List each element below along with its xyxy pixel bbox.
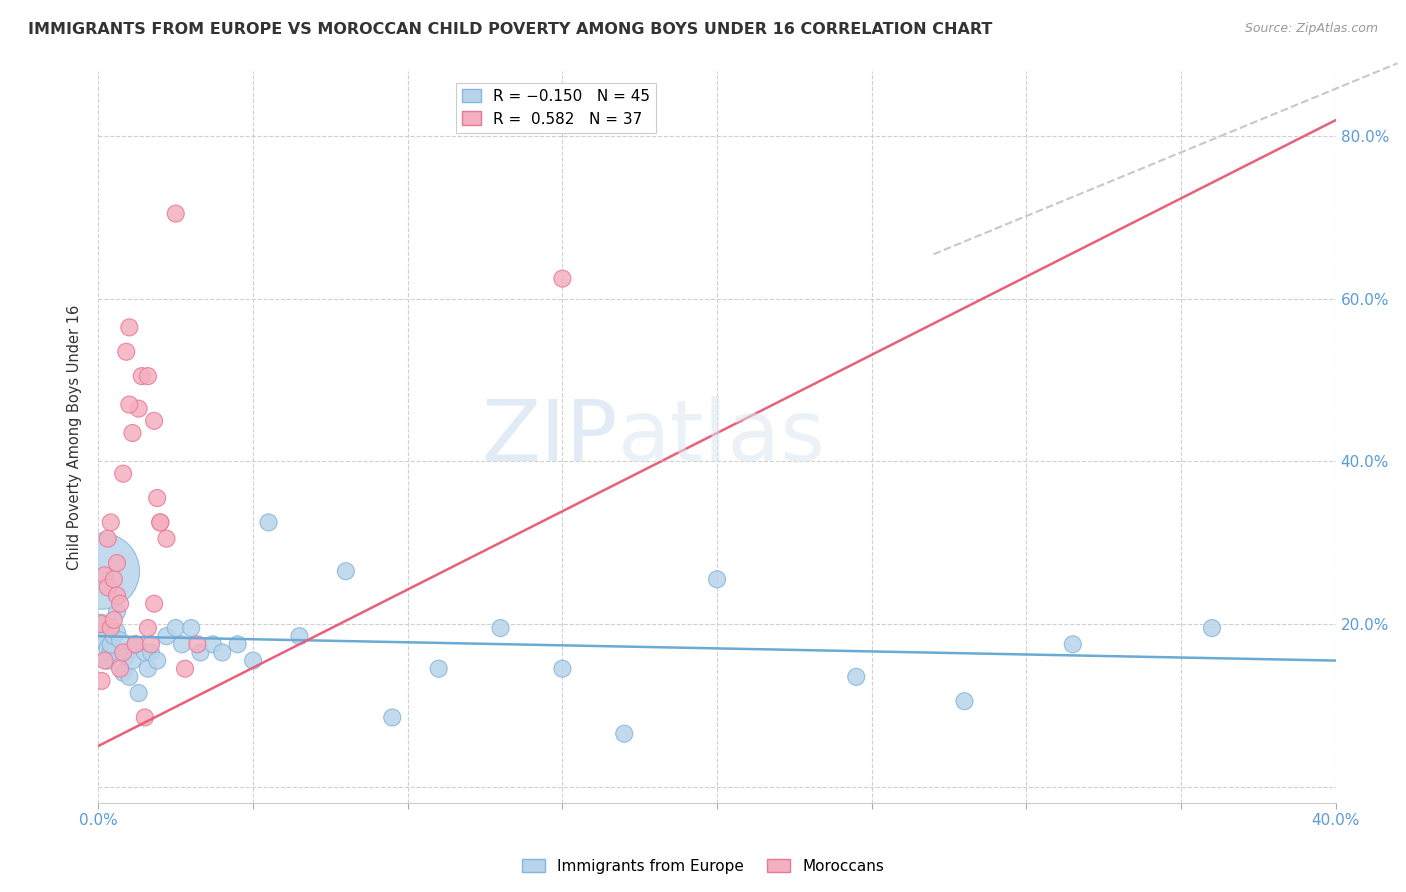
Point (335, 564, 357, 578)
Point (118, 398, 141, 412)
Text: IMMIGRANTS FROM EUROPE VS MOROCCAN CHILD POVERTY AMONG BOYS UNDER 16 CORRELATION: IMMIGRANTS FROM EUROPE VS MOROCCAN CHILD… (28, 22, 993, 37)
Point (427, 662, 450, 676)
Point (1201, 621, 1223, 635)
Point (108, 633, 131, 648)
Point (381, 710, 404, 724)
Point (115, 344, 138, 359)
Point (90, 564, 112, 578)
Point (134, 645, 156, 659)
Point (100, 637, 122, 651)
Point (97, 654, 120, 668)
Point (97, 581, 120, 595)
Point (136, 369, 159, 384)
Point (118, 670, 141, 684)
Legend: R = −0.150   N = 45, R =  0.582   N = 37: R = −0.150 N = 45, R = 0.582 N = 37 (457, 83, 657, 133)
Text: Source: ZipAtlas.com: Source: ZipAtlas.com (1244, 22, 1378, 36)
Point (613, 727, 636, 741)
Y-axis label: Child Poverty Among Boys Under 16: Child Poverty Among Boys Under 16 (67, 304, 83, 570)
Point (118, 320, 141, 334)
Point (100, 645, 122, 659)
Point (211, 645, 233, 659)
Point (124, 637, 146, 651)
Point (112, 665, 135, 680)
Point (180, 621, 202, 635)
Point (165, 621, 187, 635)
Point (100, 621, 122, 635)
Point (112, 467, 135, 481)
Point (93, 654, 115, 668)
Point (706, 572, 728, 586)
Point (288, 629, 311, 643)
Point (124, 637, 146, 651)
Point (226, 637, 249, 651)
Point (165, 206, 187, 220)
Point (105, 556, 128, 570)
Point (146, 654, 169, 668)
Point (97, 532, 120, 546)
Point (149, 516, 172, 530)
Point (121, 425, 143, 440)
Point (93, 625, 115, 640)
Point (93, 633, 115, 648)
Point (201, 637, 224, 651)
Point (257, 516, 280, 530)
Point (155, 532, 177, 546)
Point (1062, 637, 1084, 651)
Point (100, 516, 122, 530)
Point (139, 645, 162, 659)
Point (845, 670, 868, 684)
Point (136, 621, 159, 635)
Point (186, 637, 208, 651)
Point (97, 641, 120, 656)
Point (139, 637, 162, 651)
Point (128, 686, 150, 700)
Point (143, 597, 166, 611)
Point (170, 637, 193, 651)
Point (551, 271, 574, 285)
Point (134, 710, 156, 724)
Legend: Immigrants from Europe, Moroccans: Immigrants from Europe, Moroccans (516, 853, 890, 880)
Point (108, 597, 131, 611)
Point (93, 568, 115, 582)
Point (155, 629, 177, 643)
Point (90, 673, 112, 688)
Point (146, 491, 169, 505)
Point (103, 613, 125, 627)
Point (149, 516, 172, 530)
Point (105, 605, 128, 619)
Point (103, 629, 125, 643)
Point (112, 645, 135, 659)
Point (174, 662, 197, 676)
Point (131, 369, 153, 384)
Point (121, 654, 143, 668)
Point (128, 401, 150, 416)
Point (105, 625, 128, 640)
Point (115, 649, 138, 664)
Point (489, 621, 512, 635)
Point (90, 617, 112, 632)
Point (242, 654, 264, 668)
Point (136, 662, 159, 676)
Point (953, 694, 976, 708)
Point (190, 645, 212, 659)
Text: atlas: atlas (619, 395, 827, 479)
Point (108, 662, 131, 676)
Point (143, 414, 166, 428)
Point (103, 572, 125, 586)
Point (551, 662, 574, 676)
Point (90, 617, 112, 632)
Point (105, 589, 128, 603)
Text: ZIP: ZIP (482, 395, 619, 479)
